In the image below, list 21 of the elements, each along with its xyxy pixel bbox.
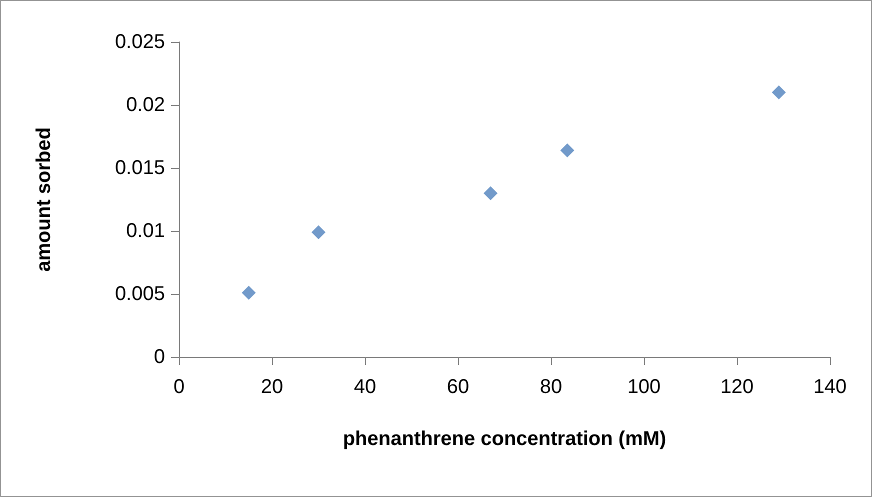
y-tick-label: 0.02 [126, 94, 165, 116]
x-tick-label: 100 [627, 376, 661, 398]
x-tick-label: 20 [260, 376, 284, 398]
x-tick-label: 80 [540, 376, 562, 398]
point [484, 186, 498, 200]
y-tick-label: 0.005 [114, 283, 165, 305]
y-tick-label: 0.01 [126, 220, 165, 242]
y-tick-label: 0 [154, 346, 165, 368]
y-tick-label: 0.015 [114, 157, 165, 179]
x-tick-label: 120 [720, 376, 754, 398]
point [772, 85, 786, 100]
y-axis-title: amount sorbed [33, 127, 55, 272]
x-tick-label: 140 [813, 376, 847, 398]
x-axis-title: phenanthrene concentration (mM) [342, 428, 666, 450]
point [312, 225, 326, 240]
x-tick-label: 40 [354, 376, 376, 398]
y-tick-label: 0.025 [114, 31, 165, 53]
point [242, 286, 256, 300]
x-tick-label: 60 [446, 376, 470, 398]
point [560, 143, 574, 158]
x-tick-label: 0 [173, 376, 185, 398]
